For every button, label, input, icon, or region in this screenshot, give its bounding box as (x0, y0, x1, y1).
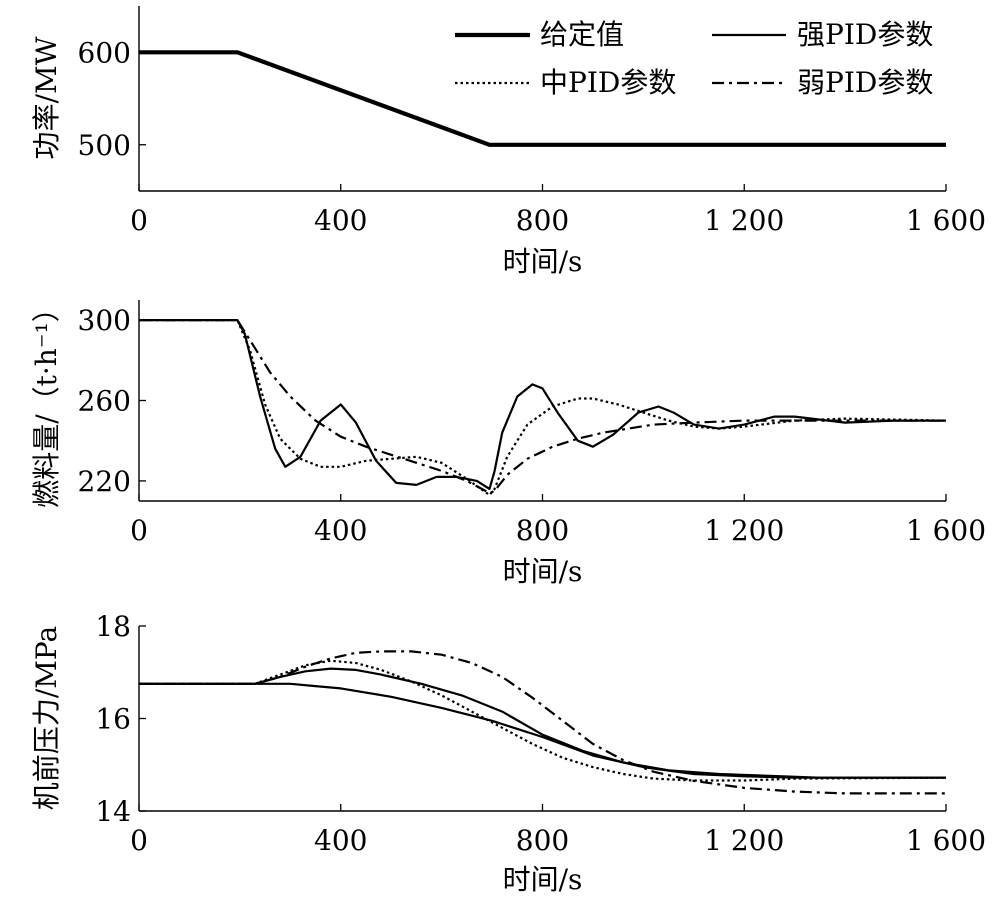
y-axis-title: 机前压力/MPa (30, 626, 63, 810)
x-tick-label: 1 200 (704, 824, 784, 857)
y-axis-title: 燃料量/（t·h⁻¹） (30, 294, 63, 508)
legend-label: 中PID参数 (540, 66, 676, 99)
x-tick-label: 0 (130, 824, 148, 857)
y-tick-label: 600 (78, 36, 131, 69)
x-tick-label: 800 (516, 824, 569, 857)
x-tick-label: 400 (314, 204, 367, 237)
legend-label: 强PID参数 (797, 18, 933, 51)
series-line-1 (139, 319, 946, 490)
series-line-3 (139, 659, 947, 782)
y-tick-label: 14 (95, 795, 131, 828)
legend-label: 给定值 (540, 18, 624, 51)
y-tick-label: 18 (95, 610, 131, 643)
y-tick-label: 260 (78, 385, 131, 418)
chart-panel-1: 0 400 800 1 200 1 600 500 600 时间/s 功率/MW 给定值 强PID参… (30, 6, 986, 278)
x-tick-label: 1 200 (704, 514, 784, 547)
chart-panel-3: 0 400 800 1 200 1 600 14 16 18 时间/s 机前压力/MPa (30, 610, 986, 896)
series-line-4 (139, 51, 946, 146)
x-tick-label: 1 600 (906, 824, 986, 857)
x-tick-label: 800 (516, 204, 569, 237)
chart-panel-2: 0 400 800 1 200 1 600 220 260 300 时间/s 燃料量/（t·h⁻¹… (30, 294, 986, 588)
x-tick-label: 0 (130, 204, 148, 237)
y-tick-label: 220 (78, 465, 131, 498)
series-line-2 (139, 667, 946, 779)
x-tick-label: 1 600 (906, 204, 986, 237)
x-tick-label: 1 200 (704, 204, 784, 237)
y-tick-label: 500 (78, 129, 131, 162)
x-axis-title: 时间/s (503, 555, 583, 588)
x-tick-label: 1 600 (906, 514, 986, 547)
y-tick-label: 16 (95, 703, 131, 736)
series-line-1 (139, 682, 946, 779)
series-line-4 (139, 650, 946, 795)
x-tick-label: 800 (516, 514, 569, 547)
series-line-2 (139, 319, 947, 497)
x-tick-label: 0 (130, 514, 148, 547)
x-tick-label: 400 (314, 514, 367, 547)
legend-label: 弱PID参数 (797, 66, 933, 99)
series-line-3 (139, 319, 946, 495)
x-tick-label: 400 (314, 824, 367, 857)
x-axis-title: 时间/s (503, 245, 583, 278)
y-axis-title: 功率/MW (30, 36, 63, 159)
y-tick-label: 300 (78, 304, 131, 337)
x-axis-title: 时间/s (503, 863, 583, 896)
